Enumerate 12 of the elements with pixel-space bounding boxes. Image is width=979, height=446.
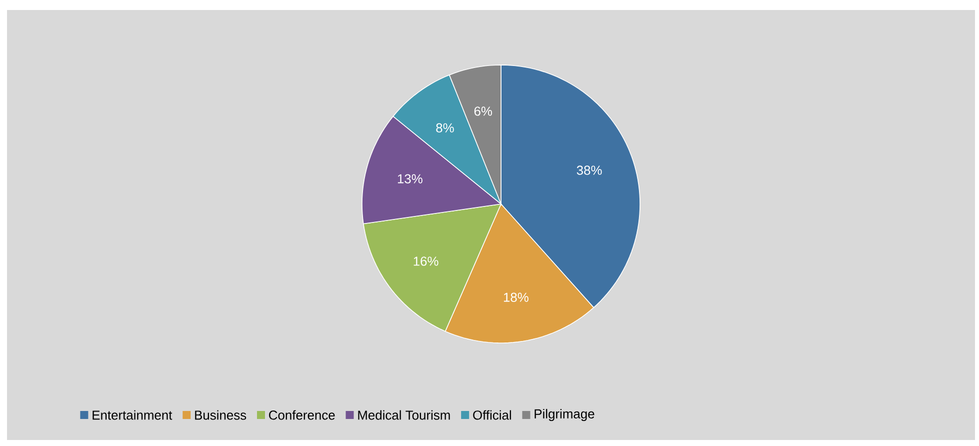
legend-label: Entertainment <box>92 410 172 420</box>
data-label: 8% <box>436 123 454 132</box>
data-label: 38% <box>576 166 602 175</box>
data-label: 16% <box>414 256 438 266</box>
legend-label: Business <box>195 410 246 420</box>
data-label: 6% <box>474 106 492 116</box>
legend-label: Pilgrimage <box>534 408 594 422</box>
legend-label: Conference <box>269 410 335 420</box>
legend-label: Official <box>473 410 511 420</box>
data-label: 18% <box>504 292 528 302</box>
legend-label: Medical Tourism <box>358 410 450 420</box>
data-label: 13% <box>398 174 422 184</box>
